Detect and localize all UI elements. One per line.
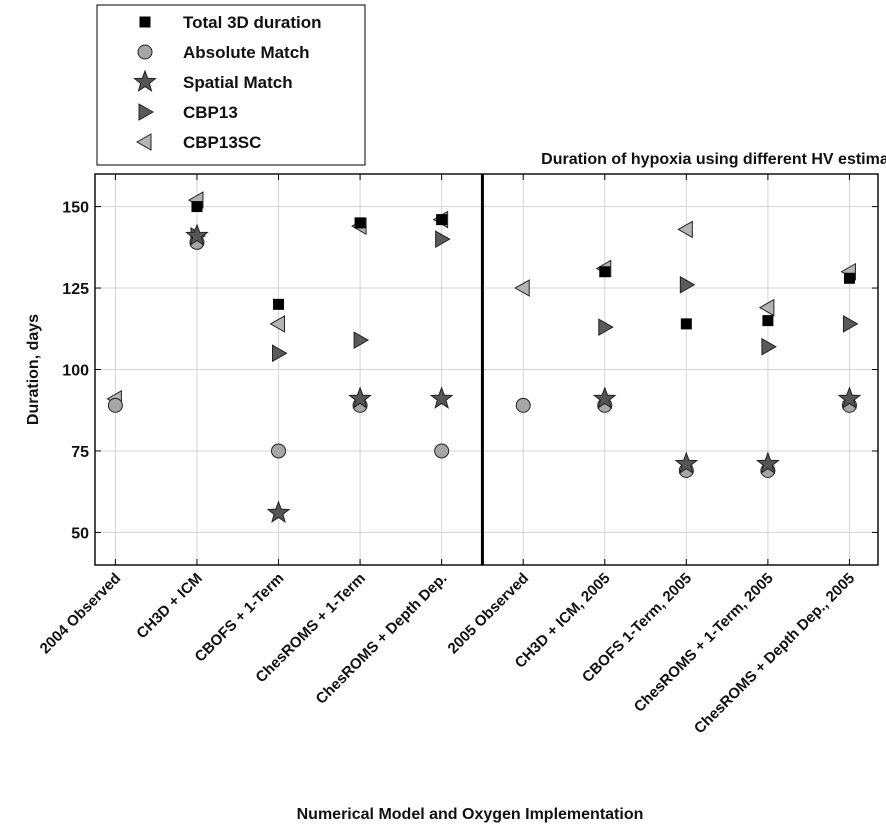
x-tick-label: 2005 Observed	[445, 570, 533, 658]
y-tick-label: 50	[71, 525, 89, 542]
y-axis-label: Duration, days	[25, 314, 42, 425]
data-point-cbp13	[272, 344, 288, 363]
legend: Total 3D duration Absolute Match Spatial M…	[96, 4, 366, 166]
data-point-total-3d-duration	[436, 214, 448, 226]
data-point-total-3d-duration	[680, 318, 692, 330]
data-point-absolute-match	[515, 397, 531, 413]
data-point-absolute-match	[107, 397, 123, 413]
data-point-total-3d-duration	[191, 201, 203, 213]
x-axis-label: Numerical Model and Oxygen Implementatio…	[297, 806, 644, 823]
legend-marker	[139, 16, 151, 28]
data-point-total-3d-duration	[762, 315, 774, 327]
data-point-total-3d-duration	[273, 298, 285, 310]
y-tick-labels: 50 75 100 125 150	[62, 200, 89, 543]
data-point-cbp13	[761, 337, 777, 356]
legend-entry-label: CBP13	[183, 103, 238, 122]
data-point-spatial-match	[348, 386, 372, 409]
axis-ticks	[95, 174, 878, 565]
data-point-spatial-match	[266, 500, 291, 523]
legend-marker	[133, 69, 157, 93]
x-tick-label: ChesROMS + Depth Dep., 2005	[691, 570, 858, 737]
data-point-total-3d-duration	[599, 266, 611, 278]
y-tick-label: 100	[62, 363, 89, 380]
chart-title: Duration of hypoxia using different HV e…	[541, 151, 886, 168]
y-tick-label: 150	[62, 200, 89, 217]
data-point-cbp13sc	[269, 315, 286, 333]
legend-entry-label: Absolute Match	[183, 43, 310, 62]
data-point-cbp13sc	[514, 279, 530, 297]
data-point-cbp13	[842, 315, 859, 333]
legend-entry-label: Spatial Match	[183, 73, 293, 92]
data-point-total-3d-duration	[843, 272, 855, 284]
data-point-absolute-match	[271, 443, 287, 459]
data-point-spatial-match	[837, 386, 862, 409]
data-markers	[106, 191, 862, 523]
y-tick-label: 75	[71, 444, 89, 461]
y-tick-label: 125	[62, 281, 89, 298]
plot-frame	[94, 173, 879, 566]
data-point-spatial-match	[674, 451, 699, 475]
data-point-cbp13	[353, 331, 370, 350]
data-point-cbp13	[598, 318, 614, 337]
data-point-cbp13sc	[677, 220, 693, 239]
legend-marker	[138, 103, 155, 121]
data-point-spatial-match	[429, 386, 454, 409]
grid-lines	[95, 174, 878, 565]
x-tick-label: ChesROMS + 1-Term, 2005	[631, 570, 777, 716]
data-point-spatial-match	[592, 386, 617, 409]
data-point-cbp13	[679, 275, 696, 294]
x-tick-label: CBOFS + 1-Term	[192, 570, 288, 666]
x-tick-label: CH3D + ICM	[133, 570, 205, 642]
data-point-spatial-match	[756, 451, 780, 475]
legend-entry-label: CBP13SC	[183, 133, 261, 152]
x-tick-label: ChesROMS + Depth Dep.	[313, 570, 451, 708]
data-point-total-3d-duration	[354, 217, 366, 229]
data-point-spatial-match	[185, 223, 209, 246]
data-point-absolute-match	[434, 443, 450, 459]
legend-marker	[137, 44, 153, 60]
data-point-cbp13	[435, 230, 451, 249]
x-tick-label: 2004 Observed	[37, 570, 125, 658]
data-point-cbp13sc	[758, 298, 775, 317]
legend-entry-label: Total 3D duration	[183, 13, 322, 32]
legend-marker	[135, 133, 152, 151]
